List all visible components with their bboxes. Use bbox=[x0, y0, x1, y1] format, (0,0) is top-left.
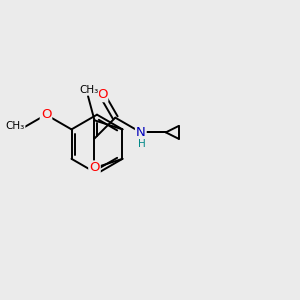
Text: O: O bbox=[97, 88, 107, 101]
Text: O: O bbox=[89, 161, 100, 174]
Text: N: N bbox=[136, 127, 146, 140]
Text: H: H bbox=[138, 139, 146, 148]
Text: CH₃: CH₃ bbox=[5, 121, 25, 131]
Text: O: O bbox=[41, 108, 51, 121]
Text: CH₃: CH₃ bbox=[79, 85, 98, 94]
